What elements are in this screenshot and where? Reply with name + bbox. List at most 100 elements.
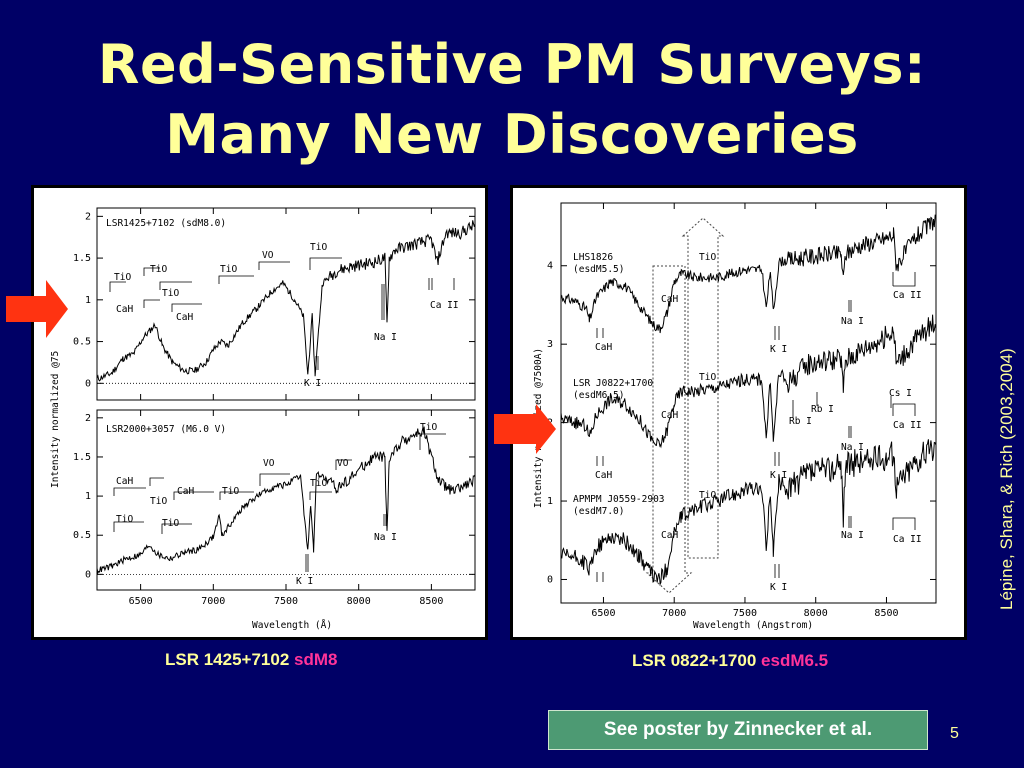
- y-tick-label: 4: [547, 261, 553, 272]
- series-label-3: APMPM J0559-2903: [573, 494, 665, 505]
- annotation-na-i: Na I: [374, 332, 397, 343]
- caption-right-name: LSR 0822+1700: [632, 651, 757, 670]
- annotation-tio-2: TiO: [150, 264, 167, 275]
- y-tick-label: 2: [85, 413, 91, 424]
- spectrum-apmpm0559: [560, 439, 937, 587]
- caption-right: LSR 0822+1700 esdM6.5: [632, 651, 828, 671]
- caption-right-type: esdM6.5: [761, 651, 829, 670]
- y-tick-label: 1: [547, 496, 553, 507]
- subplot-label-bottom: LSR2000+3057 (M6.0 V): [106, 424, 226, 435]
- x-tick-label: 7000: [662, 608, 686, 619]
- annotation-r-rb-i-2: Rb I: [811, 404, 834, 415]
- x-tick-label: 7500: [733, 608, 757, 619]
- slide-title-line1: Red-Sensitive PM Surveys:: [97, 33, 927, 96]
- annotation-tio-7: TiO: [116, 514, 133, 525]
- subplot-label-top: LSR1425+7102 (sdM8.0): [106, 218, 226, 229]
- annotation-cah-3: CaH: [116, 476, 133, 487]
- spectra-chart-right: 0123465007000750080008500 LHS1826 (esdM5…: [533, 202, 937, 631]
- annotation-r-cah-1: CaH: [661, 294, 678, 305]
- right-plot-frame: [560, 202, 937, 604]
- spectrum-bottom: [96, 426, 476, 575]
- caption-left: LSR 1425+7102 sdM8: [165, 650, 338, 670]
- annotation-r-na-i-1: Na I: [841, 316, 864, 327]
- annotation-r-cah-3: CaH: [661, 530, 678, 541]
- annotation-k-i-2: K I: [296, 576, 313, 587]
- annotation-tio-8: TiO: [162, 518, 179, 529]
- annotation-r-cah-5: CaH: [595, 470, 612, 481]
- spectrum-lhs1826: [560, 214, 937, 334]
- y-axis-label-left: Intensity normalized @75: [50, 351, 61, 488]
- annotation-r-ca-ii-1: Ca II: [893, 290, 922, 301]
- annotation-tio-4: TiO: [220, 264, 237, 275]
- x-tick-label: 8500: [419, 596, 443, 607]
- y-tick-label: 0: [85, 378, 91, 389]
- annotation-r-na-i-2: Na I: [841, 442, 864, 453]
- annotation-ca-ii: Ca II: [430, 300, 459, 311]
- annotation-r-k-i-3: K I: [770, 582, 787, 593]
- reference-credit: Lépine, Shara, & Rich (2003,2004): [983, 348, 1016, 638]
- spectra-figure-left: 0 0.5 1 1.5 2 0 0.5 1 1.5 2 6500 7000 7500 8000 8500 L…: [31, 185, 488, 640]
- pointer-arrow-right: [494, 404, 556, 454]
- spectra-figure-right: 0123465007000750080008500 LHS1826 (esdM5…: [510, 185, 967, 640]
- annotation-tio-3: TiO: [162, 288, 179, 299]
- annotation-brackets-bottom: CaH TiO TiO TiO CaH TiO VO VO TiO TiO Na…: [113, 422, 446, 587]
- annotation-r-cs-i: Cs I: [889, 388, 912, 399]
- series-sublabel-1: (esdM5.5): [573, 264, 624, 275]
- poster-link-button[interactable]: See poster by Zinnecker et al.: [548, 710, 928, 750]
- x-axis-label-left: Wavelength (Å): [252, 619, 332, 631]
- y-tick-label: 0: [547, 574, 553, 585]
- annotation-r-cah-4: CaH: [595, 342, 612, 353]
- x-tick-label: 6500: [591, 608, 615, 619]
- annotation-r-na-i-3: Na I: [841, 530, 864, 541]
- top-subplot-frame: [96, 207, 476, 401]
- annotation-cah-4: CaH: [177, 486, 194, 497]
- x-tick-label: 7500: [274, 596, 298, 607]
- annotation-r-tio-1: TiO: [699, 252, 716, 263]
- cah-band-arrow: [645, 265, 693, 594]
- y-tick-label: 1.5: [73, 253, 91, 264]
- annotation-r-k-i-2: K I: [770, 470, 787, 481]
- page-number: 5: [950, 725, 959, 742]
- x-axis-label-right: Wavelength (Angstrom): [693, 620, 813, 631]
- spectrum-lsr0822: [560, 314, 937, 449]
- pointer-arrow-left: [6, 280, 68, 338]
- spectra-chart-left: 0 0.5 1 1.5 2 0 0.5 1 1.5 2 6500 7000 7500 8000 8500 L…: [50, 207, 476, 631]
- caption-left-type: sdM8: [294, 650, 338, 669]
- annotation-vo-3: VO: [337, 458, 349, 469]
- annotation-r-k-i-1: K I: [770, 344, 787, 355]
- reference-credit-text: Lépine, Shara, & Rich (2003,2004): [997, 348, 1016, 610]
- annotation-cah-1: CaH: [116, 304, 133, 315]
- annotation-r-cah-2: CaH: [661, 410, 678, 421]
- y-tick-label: 2: [85, 211, 91, 222]
- y-tick-label: 1: [85, 295, 91, 306]
- y-tick-label: 1.5: [73, 452, 91, 463]
- series-sublabel-2: (esdM6.5): [573, 390, 624, 401]
- y-tick-label: 3: [547, 339, 553, 350]
- y-tick-label: 1: [85, 491, 91, 502]
- y-tick-label: 0.5: [73, 337, 91, 348]
- x-tick-label: 8000: [804, 608, 828, 619]
- annotation-tio-10: TiO: [310, 478, 327, 489]
- annotation-r-ca-ii-3: Ca II: [893, 534, 922, 545]
- annotation-vo-2: VO: [263, 458, 275, 469]
- annotation-r-rb-i-1: Rb I: [789, 416, 812, 427]
- caption-left-name: LSR 1425+7102: [165, 650, 290, 669]
- annotation-tio-1: TiO: [114, 272, 131, 283]
- x-tick-label: 8000: [347, 596, 371, 607]
- annotation-vo: VO: [262, 250, 274, 261]
- series-label-1: LHS1826: [573, 252, 613, 263]
- annotation-tio-9: TiO: [222, 486, 239, 497]
- annotation-r-tio-2: TiO: [699, 372, 716, 383]
- annotation-k-i: K I: [304, 378, 321, 389]
- annotation-tio-5: TiO: [310, 242, 327, 253]
- annotation-brackets-top: TiO TiO TiO TiO VO TiO CaH CaH Na I Ca I…: [109, 242, 459, 389]
- series-label-2: LSR J0822+1700: [573, 378, 653, 389]
- y-tick-label: 0: [85, 569, 91, 580]
- annotation-tio-6: TiO: [150, 496, 167, 507]
- series-sublabel-3: (esdM7.0): [573, 506, 624, 517]
- slide-title-line2: Many New Discoveries: [165, 103, 859, 166]
- annotation-na-i-2: Na I: [374, 532, 397, 543]
- annotation-r-ca-ii-2: Ca II: [893, 420, 922, 431]
- x-tick-label: 6500: [129, 596, 153, 607]
- x-tick-label: 7000: [201, 596, 225, 607]
